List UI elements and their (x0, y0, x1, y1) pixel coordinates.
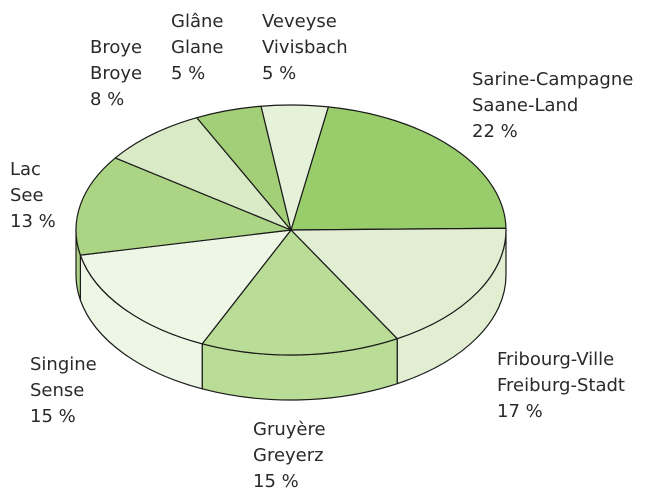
slice-label: Glâne (171, 11, 223, 32)
slice-label: Saane-Land (472, 95, 578, 116)
slice-label: See (10, 185, 44, 206)
slice-label: Singine (30, 354, 97, 375)
slice-label: Broye (90, 63, 142, 84)
pie-slice (75, 157, 292, 256)
slice-label: Vivisbach (262, 37, 348, 58)
slice-label: Sarine-Campagne (472, 69, 633, 90)
slice-label: Greyerz (253, 445, 324, 466)
slice-label: Lac (10, 159, 41, 180)
slice-label: Gruyère (253, 419, 326, 440)
slice-label: Freiburg-Stadt (497, 375, 625, 396)
value-label: 5 % (171, 63, 205, 84)
slice-label: Sense (30, 380, 84, 401)
pie-slice (290, 106, 507, 231)
slice-label: Broye (90, 37, 142, 58)
pie-slice (79, 229, 292, 345)
pie-slice (290, 227, 507, 340)
value-label: 8 % (90, 89, 124, 110)
pie-slice (260, 104, 329, 231)
value-label: 15 % (253, 471, 299, 491)
value-label: 17 % (497, 401, 543, 422)
value-label: 22 % (472, 121, 518, 142)
slice-label: Veveyse (262, 11, 337, 32)
value-label: 15 % (30, 406, 76, 427)
value-label: 13 % (10, 211, 56, 232)
slice-label: Fribourg-Ville (497, 349, 614, 370)
pie-slice (114, 117, 292, 231)
slice-label: Glane (171, 37, 223, 58)
value-label: 5 % (262, 63, 296, 84)
pie-slice (201, 229, 398, 356)
